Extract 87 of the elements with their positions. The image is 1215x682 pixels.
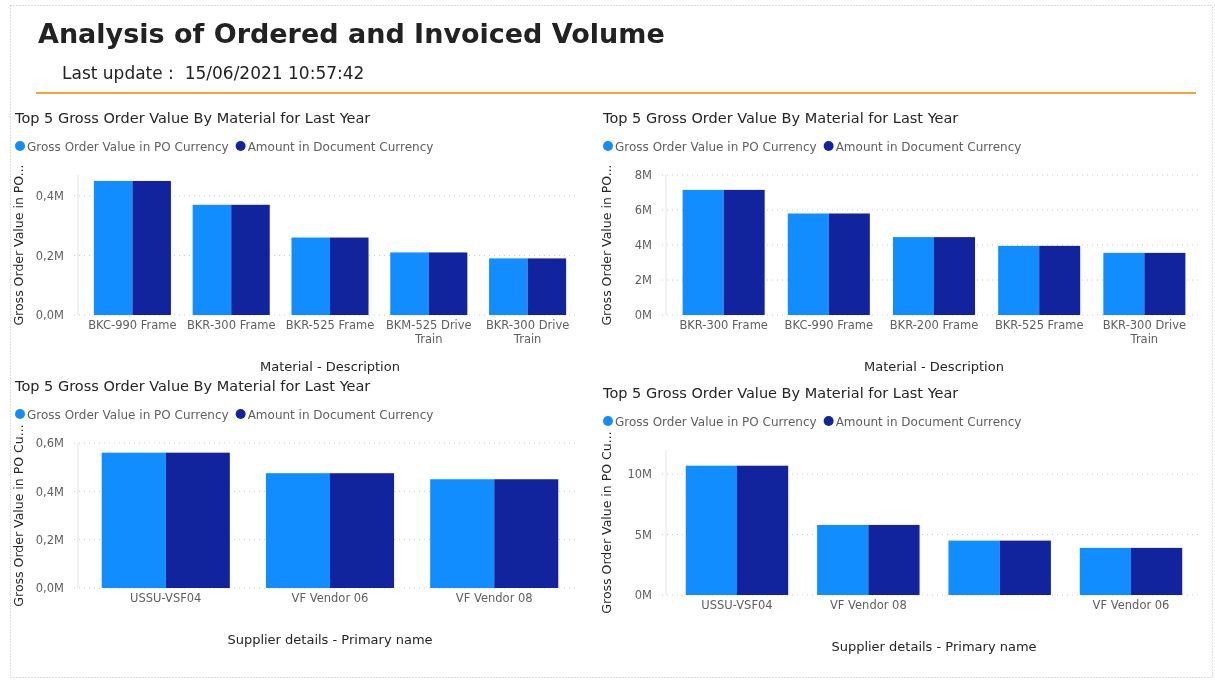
legend-label: Amount in Document Currency bbox=[835, 414, 1022, 429]
bar bbox=[231, 204, 270, 315]
bar bbox=[868, 524, 920, 595]
bar bbox=[828, 213, 870, 315]
chart-title: Top 5 Gross Order Value By Material for Last Year bbox=[602, 385, 959, 401]
bar bbox=[1079, 547, 1132, 595]
y-tick-label: 0,4M bbox=[35, 189, 64, 204]
bar bbox=[787, 213, 829, 315]
y-tick-label: 8M bbox=[634, 168, 652, 183]
y-tick-label: 10M bbox=[627, 467, 652, 482]
legend-label: Gross Order Value in PO Currency bbox=[27, 139, 229, 154]
x-tick-label: BKR-300 Drive Train bbox=[485, 318, 570, 347]
legend-label: Gross Order Value in PO Currency bbox=[615, 414, 817, 429]
bar bbox=[948, 540, 1000, 595]
chart-title: Top 5 Gross Order Value By Material for Last Year bbox=[14, 110, 371, 126]
x-tick-label: USSU-VSF04 bbox=[130, 591, 202, 605]
text: Last update : 15/06/2021 10:57:42 bbox=[62, 63, 365, 83]
bar bbox=[736, 465, 789, 595]
y-axis-title: Gross Order Value in PO Cu... bbox=[11, 424, 26, 607]
y-tick-label: 5M bbox=[634, 527, 652, 542]
bar bbox=[330, 473, 395, 588]
y-tick-label: 0,2M bbox=[35, 248, 64, 263]
bar bbox=[132, 180, 171, 315]
y-tick-label: 0,0M bbox=[35, 581, 64, 596]
x-tick-label: BKC-990 Frame bbox=[88, 318, 177, 332]
bar bbox=[892, 237, 934, 315]
bar bbox=[489, 258, 528, 315]
bar bbox=[93, 180, 133, 315]
chart-title: Top 5 Gross Order Value By Material for Last Year bbox=[14, 378, 371, 394]
x-tick-label: BKR-300 Drive Train bbox=[1102, 318, 1187, 347]
legend-label: Amount in Document Currency bbox=[835, 139, 1022, 154]
bar bbox=[934, 237, 976, 315]
x-tick-label: USSU-VSF04 bbox=[701, 598, 773, 612]
bar bbox=[527, 258, 567, 315]
x-axis-title: Supplier details - Primary name bbox=[227, 632, 433, 647]
bar bbox=[1131, 547, 1183, 595]
legend-label: Amount in Document Currency bbox=[247, 407, 434, 422]
y-tick-label: 0M bbox=[634, 308, 652, 323]
x-tick-label: VF Vendor 06 bbox=[1092, 598, 1170, 612]
bar bbox=[1039, 245, 1081, 315]
x-tick-label: BKR-300 Frame bbox=[186, 318, 276, 332]
y-tick-label: 6M bbox=[634, 203, 652, 218]
text: Analysis of Ordered and Invoiced Volume bbox=[38, 18, 665, 49]
x-tick-label: BKR-300 Frame bbox=[679, 318, 768, 332]
bar bbox=[685, 465, 737, 595]
bar bbox=[165, 452, 230, 588]
x-tick-label: VF Vendor 08 bbox=[455, 591, 533, 605]
y-tick-label: 0,0M bbox=[35, 308, 64, 323]
bar bbox=[390, 252, 429, 315]
bar bbox=[265, 473, 330, 588]
x-tick-label: VF Vendor 08 bbox=[829, 598, 907, 612]
x-tick-label: VF Vendor 06 bbox=[291, 591, 369, 605]
bar bbox=[723, 189, 765, 315]
bar bbox=[428, 252, 468, 315]
x-tick-label: BKR-200 Frame bbox=[889, 318, 979, 332]
bar bbox=[1103, 252, 1145, 315]
bar bbox=[330, 237, 369, 315]
y-axis-title: Gross Order Value in PO Cu... bbox=[599, 431, 614, 614]
x-tick-label: BKM-525 Drive Train bbox=[385, 318, 472, 347]
bar bbox=[101, 452, 166, 588]
legend-label: Amount in Document Currency bbox=[247, 139, 434, 154]
bar bbox=[1144, 252, 1186, 315]
y-axis-title: Gross Order Value in PO... bbox=[11, 164, 26, 326]
bar bbox=[192, 204, 232, 315]
x-axis-title: Material - Description bbox=[260, 359, 400, 374]
x-tick-label: BKC-990 Frame bbox=[784, 318, 874, 332]
y-tick-label: 0M bbox=[634, 588, 652, 603]
bar bbox=[998, 245, 1040, 315]
y-tick-label: 0,2M bbox=[35, 532, 64, 547]
x-tick-label: BKR-525 Frame bbox=[994, 318, 1084, 332]
bar bbox=[494, 479, 559, 588]
y-axis-title: Gross Order Value in PO... bbox=[599, 164, 614, 326]
legend-label: Gross Order Value in PO Currency bbox=[27, 407, 229, 422]
bar bbox=[999, 540, 1051, 595]
x-axis-title: Material - Description bbox=[864, 359, 1004, 374]
x-tick-label: BKR-525 Frame bbox=[285, 318, 375, 332]
bar bbox=[682, 189, 724, 315]
bar bbox=[291, 237, 330, 315]
chart-title: Top 5 Gross Order Value By Material for Last Year bbox=[602, 110, 959, 126]
bar bbox=[817, 524, 869, 595]
y-tick-label: 0,6M bbox=[35, 436, 64, 451]
y-tick-label: 0,4M bbox=[35, 484, 64, 499]
x-axis-title: Supplier details - Primary name bbox=[831, 639, 1037, 654]
y-tick-label: 2M bbox=[634, 273, 652, 288]
legend-label: Gross Order Value in PO Currency bbox=[615, 139, 817, 154]
bar bbox=[430, 479, 495, 588]
y-tick-label: 4M bbox=[634, 238, 652, 253]
